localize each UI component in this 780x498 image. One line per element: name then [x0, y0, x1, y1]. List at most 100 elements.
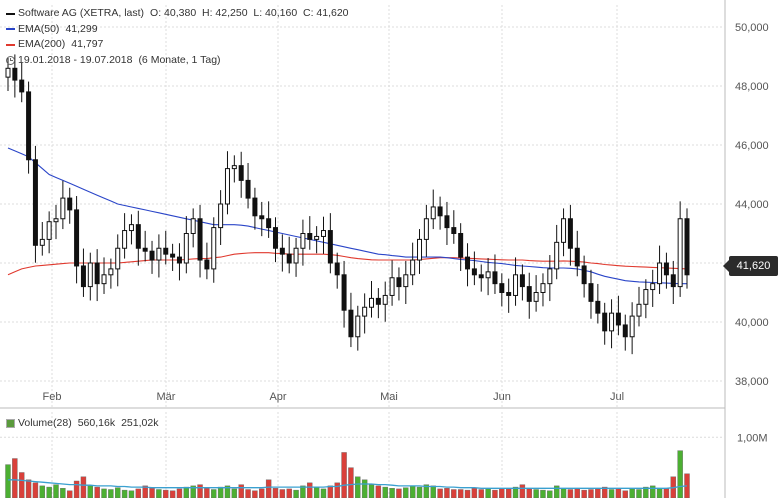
volume-bar — [73, 480, 80, 498]
volume-bar — [67, 490, 73, 498]
candle-body — [629, 315, 635, 338]
candle-body — [355, 315, 361, 338]
candle-body — [279, 247, 285, 255]
candle-body — [197, 218, 203, 261]
volume-swatch — [6, 418, 15, 428]
volume-bar — [101, 488, 107, 498]
volume-bar — [368, 484, 375, 498]
volume-bar — [307, 482, 313, 498]
x-month-label: Jun — [493, 391, 511, 403]
candle-body — [60, 197, 66, 220]
volume-legend-value2: 251,02k — [121, 417, 159, 429]
candle-body — [506, 292, 512, 296]
volume-bar — [238, 484, 244, 498]
volume-bar — [39, 485, 45, 498]
clock-icon — [6, 55, 15, 65]
candle-body — [53, 218, 59, 223]
candle-body — [430, 206, 436, 220]
volume-bar — [512, 486, 519, 498]
volume-bar — [622, 490, 628, 498]
volume-bar — [526, 488, 532, 498]
candle-body — [272, 227, 278, 249]
legend-range-note: (6 Monate, 1 Tag) — [138, 53, 221, 66]
candle-body — [526, 286, 532, 302]
candle-body — [375, 297, 381, 305]
candle-body — [540, 283, 546, 293]
candle-body — [389, 277, 395, 296]
candle-body — [451, 227, 457, 235]
candle-body — [588, 283, 594, 302]
volume-bar — [416, 486, 423, 498]
volume-bar — [574, 488, 580, 498]
candle-body — [602, 312, 608, 332]
candle-body — [183, 233, 189, 264]
candle-body — [437, 206, 443, 217]
volume-bar — [121, 489, 128, 498]
candle-body — [286, 253, 292, 264]
candle-body — [19, 79, 25, 93]
volume-bar — [361, 479, 368, 498]
volume-bar — [108, 489, 114, 498]
candle-body — [581, 265, 587, 285]
x-month-label: Feb — [43, 391, 62, 403]
x-month-label: Mär — [157, 391, 176, 403]
volume-tick-label: 1,00M — [737, 432, 768, 444]
volume-bar — [519, 484, 526, 498]
volume-bar — [163, 489, 169, 498]
candle-body — [39, 238, 45, 246]
legend-ema200-value: 41,797 — [71, 38, 104, 50]
legend-title: Software AG (XETRA, last) — [18, 7, 145, 19]
candle-body — [554, 241, 560, 270]
volume-bar — [204, 488, 210, 498]
volume-bar — [643, 486, 649, 498]
candle-body — [533, 292, 539, 302]
volume-bar — [608, 489, 615, 498]
volume-bar — [485, 488, 491, 498]
candle-body — [643, 289, 649, 305]
volume-bar — [348, 467, 354, 498]
candle-body — [492, 271, 498, 285]
volume-bar — [286, 488, 292, 498]
volume-bar — [60, 488, 66, 498]
candle-body — [12, 67, 18, 81]
candle-body — [595, 300, 601, 314]
volume-bar — [457, 489, 464, 498]
x-month-label: Mai — [380, 391, 398, 403]
volume-bar — [128, 490, 135, 498]
legend-range: 19.01.2018 - 19.07.2018 — [18, 53, 133, 66]
candle-body — [513, 274, 519, 296]
candle-body — [5, 67, 11, 78]
candle-body — [423, 218, 429, 240]
candle-body — [574, 247, 580, 267]
volume-bar — [355, 476, 361, 498]
candle-body — [499, 283, 505, 293]
legend-ema50-label: EMA(50) — [18, 22, 60, 35]
candle-body — [87, 262, 93, 288]
volume-bar — [560, 488, 567, 498]
volume-bar — [149, 488, 155, 498]
candle-body — [307, 233, 313, 240]
chart-legend: Software AG (XETRA, last) O: 40,380 H: 4… — [6, 6, 349, 68]
candle-body — [609, 312, 615, 332]
volume-bar — [183, 486, 190, 498]
volume-bar — [5, 464, 11, 498]
volume-bar — [437, 488, 443, 498]
volume-bar — [313, 486, 320, 498]
candle-body — [465, 256, 471, 270]
candle-body — [149, 250, 155, 261]
volume-bar — [430, 485, 436, 498]
candle-body — [615, 312, 621, 326]
candle-body — [348, 309, 354, 338]
volume-bar — [176, 488, 183, 498]
ema50-line — [7, 147, 687, 285]
volume-bar — [265, 479, 272, 498]
volume-bar — [334, 482, 340, 498]
candle-body — [362, 306, 368, 317]
ema50-swatch — [6, 28, 15, 31]
candle-body — [417, 238, 423, 261]
ema200-line — [7, 252, 688, 276]
candle-body — [396, 277, 402, 288]
volume-bar — [636, 489, 642, 498]
candle-body — [547, 268, 553, 285]
